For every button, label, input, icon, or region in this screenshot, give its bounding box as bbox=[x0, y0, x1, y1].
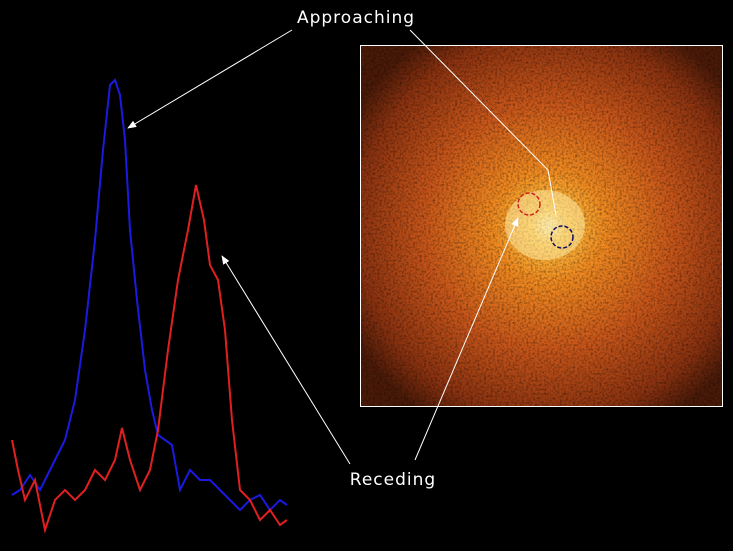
receding-aperture bbox=[517, 192, 541, 216]
approaching-label: Approaching bbox=[297, 8, 415, 28]
red-spectrum bbox=[11, 184, 288, 534]
blue-spectrum bbox=[11, 78, 288, 512]
approaching-aperture bbox=[550, 225, 574, 249]
callout-lines bbox=[127, 29, 557, 465]
galaxy-image bbox=[360, 45, 723, 407]
receding-label: Receding bbox=[350, 470, 436, 490]
